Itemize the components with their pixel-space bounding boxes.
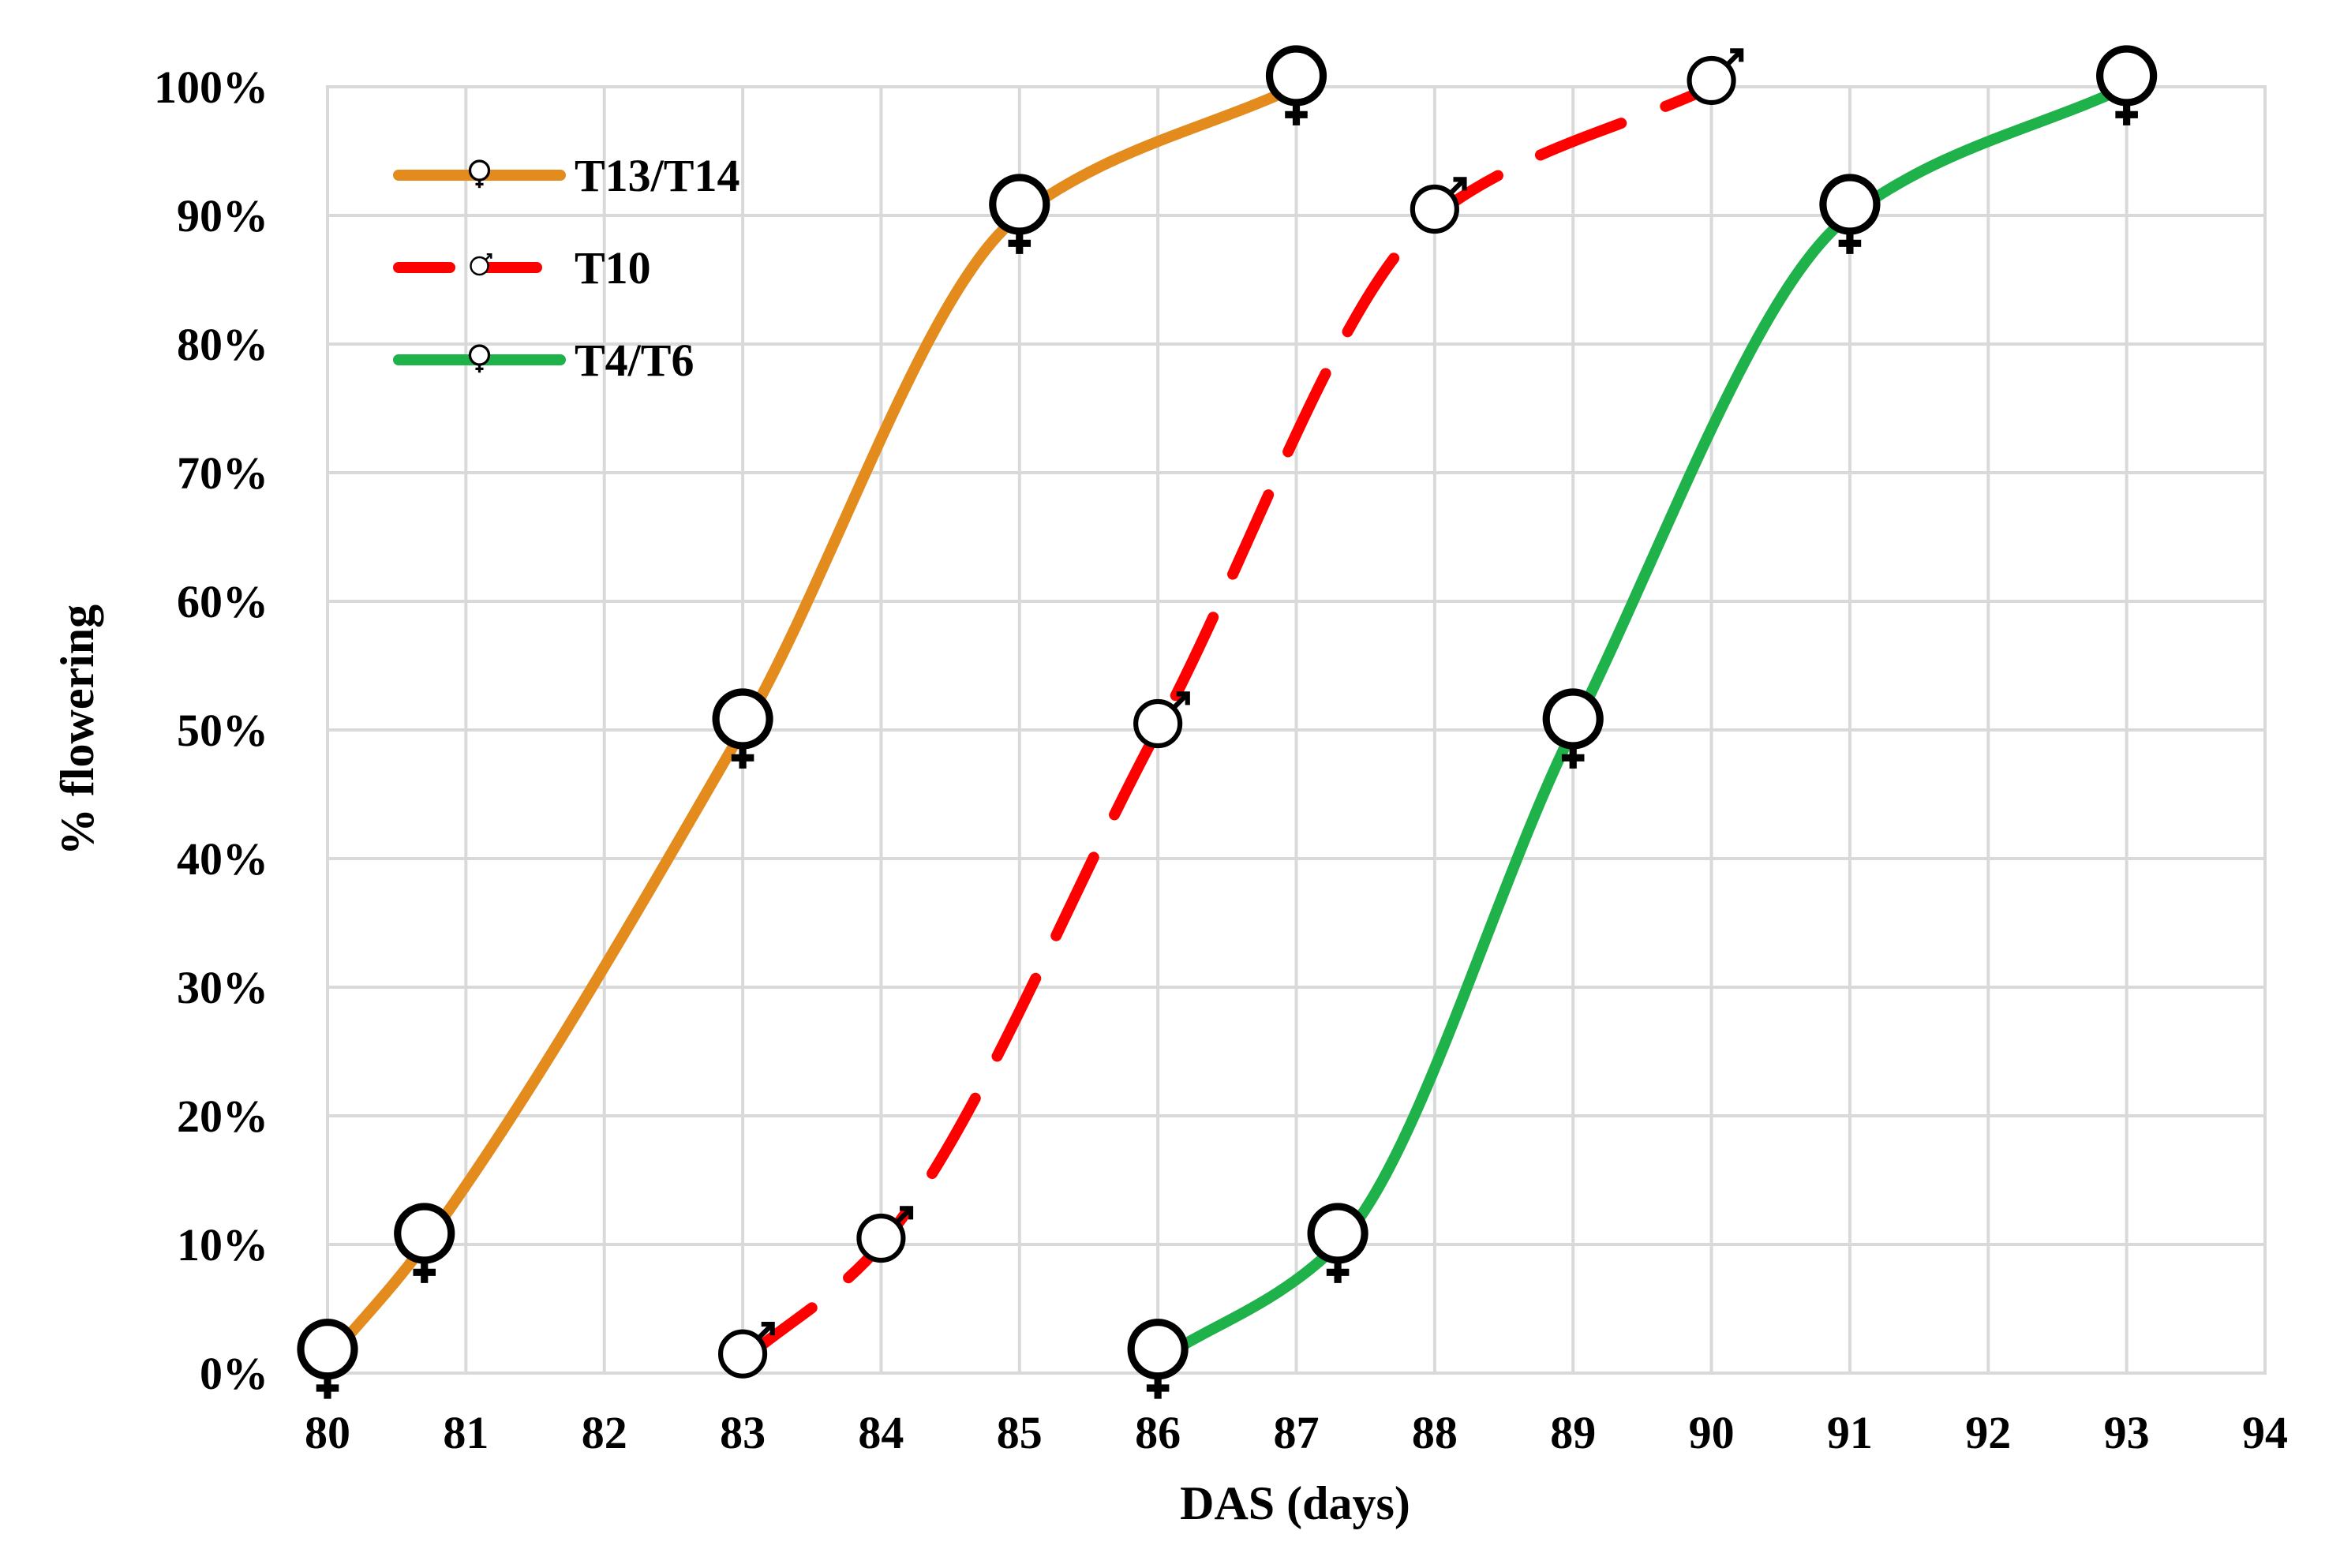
x-tick-label: 89: [1550, 1407, 1596, 1458]
y-tick-label: 80%: [177, 319, 268, 370]
data-point-female-symbol-icon: [1542, 688, 1604, 769]
y-tick-label: 70%: [177, 447, 268, 499]
legend-item: T13/T14: [393, 150, 740, 201]
data-point-female-symbol-icon: [989, 174, 1050, 254]
axis-layer: 80 81 82 83 84 85 86 87 88 89 90 91 92 93 94 0% 10% 20% 30…: [154, 62, 2288, 1458]
y-tick-label: 30%: [177, 962, 268, 1013]
x-axis-title: DAS (days): [1180, 1477, 1410, 1529]
data-point-female-symbol-icon: [394, 1203, 455, 1283]
y-tick-label: 40%: [177, 833, 268, 885]
legend-label: T10: [575, 242, 651, 294]
y-tick-label: 90%: [177, 190, 268, 241]
legend-female-symbol-icon: [468, 344, 491, 373]
data-point-male-symbol-icon: [1687, 48, 1744, 106]
legend-female-symbol-icon: [468, 159, 491, 189]
grid-layer: [326, 85, 2267, 1375]
legend-item: T4/T6: [393, 335, 695, 386]
data-point-male-symbol-icon: [1410, 177, 1467, 234]
x-tick-label: 84: [858, 1407, 904, 1458]
data-point-female-symbol-icon: [1819, 174, 1881, 254]
x-tick-label: 93: [2104, 1407, 2150, 1458]
x-tick-label: 87: [1274, 1407, 1320, 1458]
y-tick-label: 100%: [154, 62, 268, 113]
y-tick-label: 10%: [177, 1219, 268, 1270]
legend-male-symbol-icon: [470, 253, 492, 276]
x-tick-label: 81: [443, 1407, 489, 1458]
y-tick-label: 60%: [177, 576, 268, 627]
x-tick-label: 83: [720, 1407, 766, 1458]
x-tick-label: 85: [997, 1407, 1043, 1458]
x-tick-label: 82: [582, 1407, 627, 1458]
x-tick-label: 92: [1965, 1407, 2011, 1458]
data-point-male-symbol-icon: [1133, 691, 1190, 749]
x-tick-label: 86: [1135, 1407, 1181, 1458]
legend-item: T10: [393, 242, 651, 294]
x-tick-label: 90: [1689, 1407, 1735, 1458]
marker-layer: [297, 45, 2158, 1399]
x-tick-label: 88: [1412, 1407, 1458, 1458]
legend: T13/T14 T10 T4/T6: [393, 150, 740, 386]
legend-label: T4/T6: [575, 335, 695, 386]
y-tick-label: 0%: [200, 1348, 268, 1399]
x-tick-label: 94: [2242, 1407, 2288, 1458]
y-axis-title: % flowering: [51, 604, 103, 855]
legend-label: T13/T14: [575, 150, 740, 201]
x-tick-label: 80: [305, 1407, 350, 1458]
data-point-female-symbol-icon: [297, 1319, 358, 1399]
x-tick-label: 91: [1827, 1407, 1873, 1458]
data-point-male-symbol-icon: [717, 1322, 775, 1379]
data-point-male-symbol-icon: [856, 1206, 914, 1263]
y-tick-label: 50%: [177, 705, 268, 756]
data-point-female-symbol-icon: [712, 688, 773, 769]
data-point-female-symbol-icon: [1265, 45, 1327, 125]
y-tick-label: 20%: [177, 1091, 268, 1142]
data-point-female-symbol-icon: [1127, 1319, 1189, 1399]
data-point-female-symbol-icon: [2096, 45, 2158, 125]
data-point-female-symbol-icon: [1307, 1203, 1368, 1283]
series-line-2: [1152, 81, 2132, 1366]
